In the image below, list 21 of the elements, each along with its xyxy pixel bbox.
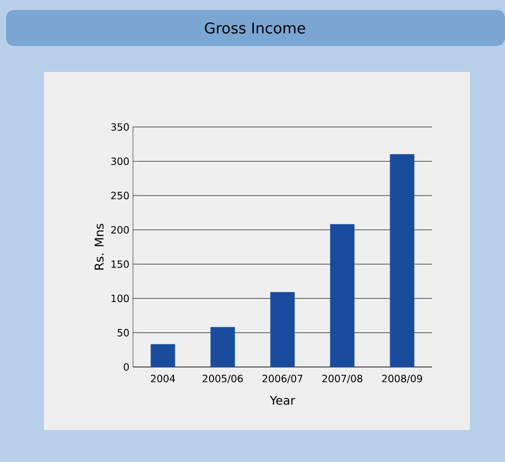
bar (150, 344, 176, 367)
y-tick-label: 150 (112, 260, 129, 268)
x-tick-label: 2005/06 (202, 374, 243, 384)
x-tick-label: 2004 (150, 374, 176, 382)
x-tick-label: 2007/08 (322, 374, 362, 384)
bar (270, 292, 295, 367)
y-tick-label: 200 (111, 226, 129, 234)
y-tick-label: 100 (112, 294, 129, 302)
x-axis-title: Year (270, 396, 296, 405)
bar (210, 327, 235, 367)
y-tick-label: 0 (124, 363, 129, 371)
y-tick-label: 350 (111, 123, 129, 131)
chart-title: Gross Income (204, 22, 306, 34)
bar (390, 154, 414, 367)
x-tick-label: 2008/09 (382, 374, 422, 384)
y-axis-title: Rs. Mns (94, 224, 104, 270)
bar (330, 224, 355, 367)
y-tick-label: 250 (111, 192, 129, 200)
y-tick-label: 50 (118, 328, 129, 336)
y-tick-label: 300 (111, 157, 129, 166)
x-tick-label: 2006/07 (262, 374, 302, 384)
